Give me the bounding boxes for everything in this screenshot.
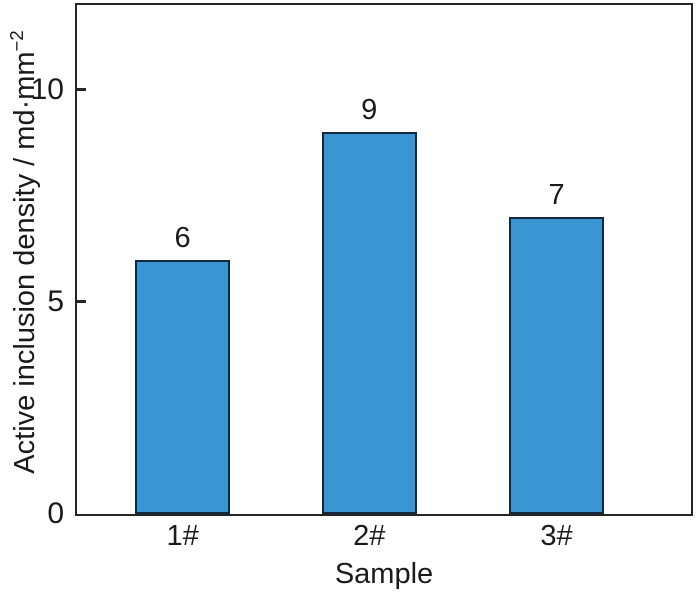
plot-area: 6 9 7: [75, 3, 693, 516]
bar: [509, 217, 605, 514]
y-tick-label: 5: [47, 284, 64, 318]
y-tick: [77, 300, 86, 304]
y-tick-label: 10: [30, 72, 64, 106]
bar-value-label: 9: [361, 94, 378, 127]
bar: [321, 132, 417, 514]
bar: [135, 259, 231, 514]
x-tick-label: 2#: [353, 520, 386, 552]
y-tick: [77, 88, 86, 92]
bar-value-label: 6: [174, 221, 191, 254]
x-tick-label: 1#: [166, 520, 199, 552]
x-tick-label: 3#: [540, 520, 573, 552]
bar-value-label: 7: [548, 179, 565, 212]
x-axis-title: Sample: [334, 558, 434, 590]
y-axis-title-base: Active inclusion density / md·mm: [8, 51, 41, 474]
y-axis-title-exponent: −2: [6, 30, 28, 52]
y-tick-label: 0: [47, 497, 64, 530]
